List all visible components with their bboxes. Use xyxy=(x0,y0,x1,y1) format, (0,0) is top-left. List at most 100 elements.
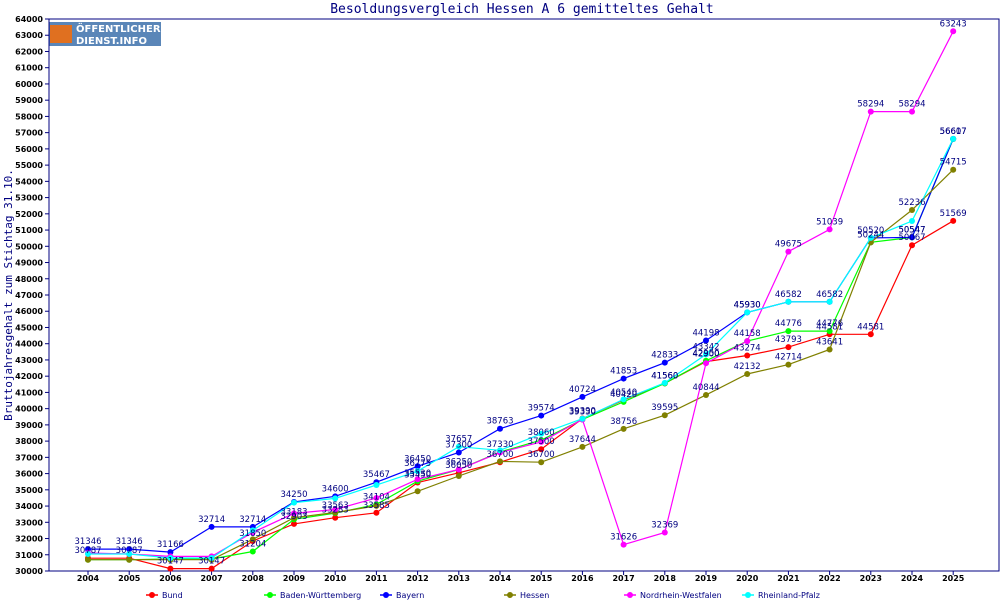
data-label: 31204 xyxy=(239,539,266,549)
y-tick-label: 43000 xyxy=(15,356,43,365)
data-label: 37330 xyxy=(486,440,513,450)
y-tick-label: 45000 xyxy=(15,323,43,332)
data-label: 40420 xyxy=(610,390,637,400)
data-label: 34104 xyxy=(363,492,390,502)
data-label: 52236 xyxy=(898,198,925,208)
legend-label: Nordrhein-Westfalen xyxy=(640,591,722,600)
data-point xyxy=(744,371,751,378)
data-label: 38763 xyxy=(486,417,513,427)
x-tick-label: 2005 xyxy=(118,574,141,583)
data-point xyxy=(785,298,792,305)
data-point xyxy=(661,359,668,366)
data-point xyxy=(950,135,957,142)
legend-item: Baden-Württemberg xyxy=(264,591,361,600)
data-point xyxy=(373,482,380,489)
data-point xyxy=(785,344,792,351)
data-point xyxy=(785,328,792,335)
data-label: 50547 xyxy=(898,225,925,235)
y-tick-label: 49000 xyxy=(15,259,43,268)
data-point xyxy=(703,337,709,344)
data-label: 51569 xyxy=(940,209,967,219)
data-label: 32903 xyxy=(280,512,307,522)
data-point xyxy=(909,242,915,249)
x-tick-label: 2018 xyxy=(654,574,677,583)
y-tick-label: 47000 xyxy=(15,291,43,300)
legend-label: Baden-Württemberg xyxy=(280,591,361,600)
data-point xyxy=(249,536,256,543)
y-tick-label: 64000 xyxy=(15,15,43,24)
y-tick-label: 32000 xyxy=(15,535,43,544)
data-point xyxy=(126,556,133,563)
data-label: 38756 xyxy=(610,417,637,427)
data-point xyxy=(909,234,915,241)
data-point xyxy=(744,352,751,359)
y-axis: 30000 31000 32000 33000 34000 35000 36000 37000… xyxy=(15,15,49,576)
data-point xyxy=(538,438,545,445)
data-point xyxy=(579,415,586,422)
data-point xyxy=(208,565,215,572)
data-label: 31850 xyxy=(239,529,266,539)
data-label: 50547 xyxy=(898,225,925,235)
data-point xyxy=(909,217,915,224)
data-label: 50520 xyxy=(857,226,884,236)
data-label: 56617 xyxy=(940,127,967,137)
data-label: 44198 xyxy=(692,328,719,338)
data-label: 33563 xyxy=(322,501,349,511)
data-label: 45930 xyxy=(734,300,761,310)
x-tick-label: 2020 xyxy=(736,574,759,583)
data-label: 30147 xyxy=(157,557,184,567)
data-label: 35450 xyxy=(404,471,431,481)
data-label: 39390 xyxy=(569,407,596,417)
data-label: 33183 xyxy=(280,507,307,517)
data-point xyxy=(332,506,339,513)
data-label: 35467 xyxy=(363,470,390,480)
data-point xyxy=(909,108,915,115)
y-tick-label: 35000 xyxy=(15,486,43,495)
data-point xyxy=(909,206,915,213)
legend-label: Rheinland-Pfalz xyxy=(758,591,820,600)
y-tick-label: 46000 xyxy=(15,307,43,316)
legend-swatch-marker xyxy=(745,592,751,598)
data-label: 37300 xyxy=(445,440,472,450)
data-point xyxy=(291,520,297,527)
data-point xyxy=(867,108,874,115)
data-label: 44581 xyxy=(816,322,843,332)
data-label: 40540 xyxy=(610,388,637,398)
data-label: 30787 xyxy=(74,546,101,556)
y-tick-label: 50000 xyxy=(15,242,43,251)
data-label: 31166 xyxy=(157,540,184,550)
data-label: 56607 xyxy=(940,127,967,137)
legend-swatch-marker xyxy=(267,592,273,598)
data-label: 32714 xyxy=(239,515,266,525)
data-label: 34600 xyxy=(322,484,349,494)
data-point xyxy=(826,298,833,305)
y-tick-label: 48000 xyxy=(15,275,43,284)
x-tick-label: 2012 xyxy=(406,574,428,583)
data-point xyxy=(826,328,833,335)
data-label: 31626 xyxy=(610,533,637,543)
data-point xyxy=(332,495,339,502)
data-point xyxy=(455,473,462,480)
y-tick-label: 37000 xyxy=(15,453,43,462)
legend-label: Bund xyxy=(162,591,183,600)
data-label: 42132 xyxy=(734,362,761,372)
data-label: 35530 xyxy=(404,469,431,479)
data-label: 40724 xyxy=(569,385,596,395)
data-label: 51039 xyxy=(816,217,843,227)
data-label: 39574 xyxy=(528,404,555,414)
y-tick-label: 38000 xyxy=(15,437,43,446)
data-label-layer: 30787 30787 30147 30147 31850 32903 33283 33585… xyxy=(74,19,966,566)
data-label: 54715 xyxy=(940,158,967,168)
y-tick-label: 51000 xyxy=(15,226,43,235)
y-tick-label: 57000 xyxy=(15,129,43,138)
data-point xyxy=(85,556,91,563)
legend-label: Bayern xyxy=(396,591,424,600)
data-label: 36775 xyxy=(404,459,431,469)
data-point xyxy=(744,309,751,316)
data-point xyxy=(414,463,421,470)
data-label: 34250 xyxy=(280,490,307,500)
y-axis-label: Bruttojahresgehalt zum Stichtag 31.10. xyxy=(2,169,15,421)
data-point xyxy=(620,541,627,548)
x-tick-label: 2014 xyxy=(489,574,512,583)
